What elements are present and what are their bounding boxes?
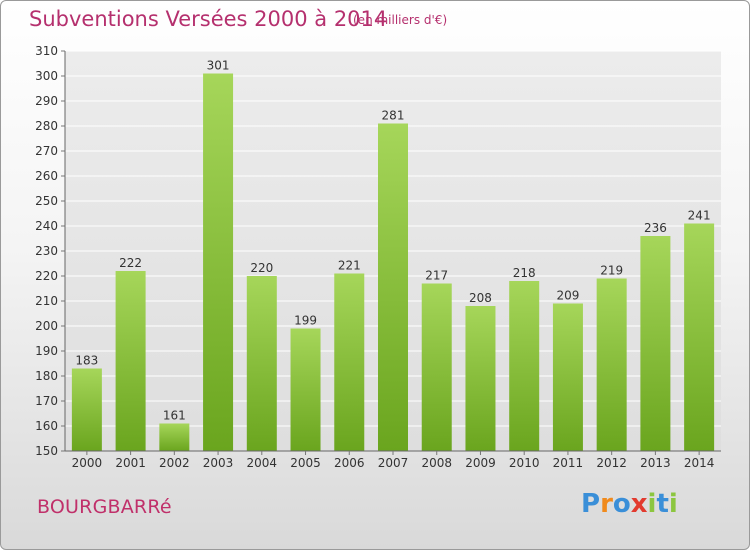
y-tick-label: 240 — [35, 219, 58, 233]
bar-value-label: 220 — [250, 261, 273, 275]
bar — [115, 271, 146, 451]
logo-letter: P — [581, 489, 601, 519]
chart-title: Subventions Versées 2000 à 2014 — [29, 7, 388, 31]
bar-value-label: 236 — [644, 221, 667, 235]
y-tick-label: 290 — [35, 94, 58, 108]
x-tick-label: 2006 — [334, 456, 365, 470]
logo-letter: x — [630, 489, 648, 519]
bar-value-label: 219 — [600, 264, 623, 278]
x-tick-label: 2014 — [684, 456, 715, 470]
bar — [290, 328, 321, 451]
y-tick-label: 210 — [35, 294, 58, 308]
bar-value-label: 161 — [163, 409, 186, 423]
y-tick-label: 250 — [35, 194, 58, 208]
bar — [684, 223, 715, 451]
bar — [378, 123, 408, 451]
y-tick-label: 160 — [35, 419, 58, 433]
bar — [71, 368, 102, 451]
bar-value-label: 222 — [119, 256, 142, 270]
y-tick-label: 230 — [35, 244, 58, 258]
y-tick-label: 220 — [35, 269, 58, 283]
bar-value-label: 218 — [513, 266, 536, 280]
y-tick-label: 150 — [35, 444, 58, 458]
bar — [465, 306, 496, 451]
bar-value-label: 208 — [469, 291, 492, 305]
proxiti-logo[interactable]: Proxiti — [581, 489, 678, 519]
bar-value-label: 183 — [75, 354, 98, 368]
x-tick-label: 2007 — [378, 456, 409, 470]
x-tick-label: 2012 — [596, 456, 627, 470]
bar — [640, 236, 671, 451]
y-tick-label: 200 — [35, 319, 58, 333]
place-name: BOURGBARRé — [37, 496, 172, 518]
bar-value-label: 281 — [382, 109, 405, 123]
x-tick-label: 2008 — [421, 456, 452, 470]
bar — [509, 281, 540, 451]
bar-value-label: 301 — [207, 59, 230, 73]
logo-letter: r — [600, 489, 613, 519]
x-tick-label: 2001 — [115, 456, 146, 470]
x-tick-label: 2009 — [465, 456, 496, 470]
bar-value-label: 221 — [338, 259, 361, 273]
x-tick-label: 2005 — [290, 456, 321, 470]
y-tick-label: 270 — [35, 144, 58, 158]
y-tick-label: 280 — [35, 119, 58, 133]
x-tick-label: 2002 — [159, 456, 190, 470]
bar-value-label: 209 — [556, 289, 579, 303]
logo-letter: i — [647, 489, 657, 519]
y-tick-label: 260 — [35, 169, 58, 183]
y-tick-label: 300 — [35, 69, 58, 83]
logo-letter: i — [668, 489, 678, 519]
bar — [203, 73, 234, 451]
x-tick-label: 2010 — [509, 456, 540, 470]
unit-note: (en milliers d'€) — [353, 13, 448, 27]
y-tick-label: 170 — [35, 394, 58, 408]
logo-letter: t — [656, 489, 669, 519]
bar — [159, 423, 190, 451]
x-tick-label: 2003 — [203, 456, 234, 470]
y-tick-label: 180 — [35, 369, 58, 383]
bar — [246, 276, 277, 451]
bar-value-label: 241 — [688, 209, 711, 223]
x-tick-label: 2013 — [640, 456, 671, 470]
x-tick-label: 2000 — [72, 456, 103, 470]
y-tick-label: 310 — [35, 44, 58, 58]
bar — [552, 303, 583, 451]
logo-letter: o — [612, 489, 631, 519]
bar-value-label: 199 — [294, 314, 317, 328]
x-tick-label: 2011 — [553, 456, 584, 470]
bar — [334, 273, 365, 451]
bar — [596, 278, 627, 451]
bar — [421, 283, 452, 451]
y-tick-label: 190 — [35, 344, 58, 358]
bar-value-label: 217 — [425, 269, 448, 283]
x-tick-label: 2004 — [247, 456, 278, 470]
